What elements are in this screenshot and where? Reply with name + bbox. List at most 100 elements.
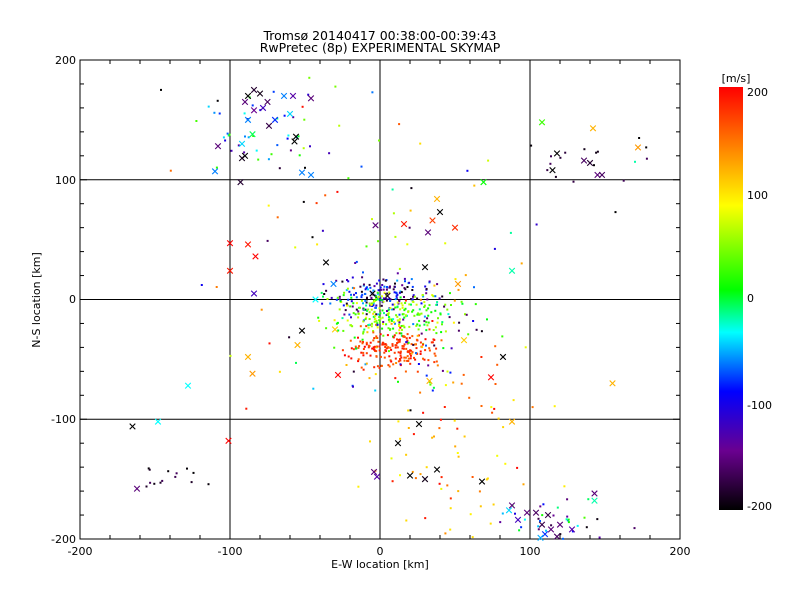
dot-marker	[267, 204, 270, 207]
dot-marker	[530, 144, 533, 147]
dot-marker	[494, 383, 497, 385]
dot-marker	[390, 318, 393, 321]
dot-marker	[412, 343, 415, 346]
dot-marker	[302, 200, 305, 203]
dot-marker	[383, 351, 386, 354]
dot-marker	[571, 530, 574, 533]
dot-marker	[362, 332, 365, 335]
dot-marker	[403, 309, 406, 312]
x-marker	[499, 353, 507, 361]
dot-marker	[192, 471, 195, 474]
dot-marker	[381, 341, 384, 344]
dot-marker	[638, 137, 641, 139]
dot-marker	[377, 313, 380, 316]
dot-marker	[404, 280, 406, 283]
dot-marker	[346, 304, 349, 307]
dot-marker	[397, 338, 400, 341]
dot-marker	[399, 296, 402, 299]
dot-marker	[408, 336, 411, 339]
dot-marker	[422, 411, 425, 414]
dot-marker	[353, 287, 356, 290]
dot-marker	[593, 164, 595, 167]
dot-marker	[365, 341, 368, 344]
x-marker	[480, 178, 487, 186]
dot-marker	[255, 149, 258, 152]
dot-marker	[434, 354, 437, 357]
x-marker	[369, 290, 376, 297]
dot-marker	[368, 283, 371, 286]
dot-marker	[360, 366, 363, 369]
dot-marker	[552, 514, 555, 517]
dot-marker	[392, 318, 395, 321]
dot-marker	[388, 316, 390, 318]
dot-marker	[398, 291, 401, 294]
dot-marker	[367, 308, 370, 311]
x-marker	[312, 296, 319, 303]
dot-marker	[365, 343, 368, 346]
dot-marker	[410, 278, 413, 281]
dot-marker	[375, 323, 377, 326]
dot-marker	[418, 324, 421, 327]
dot-marker	[406, 286, 409, 288]
dot-marker	[388, 291, 391, 294]
dot-marker	[389, 359, 392, 362]
dot-marker	[400, 356, 403, 359]
dot-marker	[374, 314, 377, 317]
dot-marker	[441, 295, 444, 298]
dot-marker	[388, 320, 391, 323]
dot-marker	[384, 279, 387, 282]
dot-marker	[376, 323, 379, 326]
x-marker	[514, 516, 522, 524]
x-marker	[307, 95, 315, 102]
dot-marker	[169, 169, 172, 172]
dot-marker	[415, 347, 418, 350]
dot-marker	[634, 160, 636, 163]
x-marker	[294, 341, 301, 349]
dot-marker	[396, 338, 398, 341]
dot-marker	[622, 179, 625, 182]
colorbar-tick-label: 100	[747, 189, 768, 202]
x-marker	[421, 475, 429, 483]
dot-marker	[372, 300, 375, 303]
dot-marker	[287, 134, 290, 137]
chart-subtitle: RwPretec (8p) EXPERIMENTAL SKYMAP	[260, 40, 501, 55]
dot-marker	[395, 362, 398, 364]
dot-marker	[399, 290, 402, 293]
dot-marker	[541, 514, 544, 517]
dot-marker	[403, 287, 406, 290]
x-marker	[154, 418, 162, 425]
dot-marker	[309, 145, 311, 148]
dot-marker	[335, 322, 338, 325]
dot-marker	[379, 333, 382, 336]
dot-marker	[207, 105, 210, 108]
dot-marker	[372, 331, 375, 334]
dot-marker	[400, 332, 403, 335]
x-marker	[259, 104, 267, 112]
dot-marker	[316, 243, 319, 246]
dot-marker	[222, 136, 225, 139]
dot-marker	[428, 381, 431, 384]
dot-marker	[441, 323, 443, 326]
dot-marker	[401, 328, 403, 331]
dot-marker	[420, 312, 423, 315]
dot-marker	[414, 358, 417, 361]
x-marker	[586, 159, 594, 167]
dot-marker	[207, 483, 210, 486]
dot-marker	[596, 150, 599, 153]
x-marker	[289, 92, 297, 100]
dot-marker	[245, 407, 248, 410]
x-marker	[256, 90, 264, 97]
dot-marker	[401, 284, 404, 287]
dot-marker	[342, 294, 345, 297]
dot-marker	[415, 324, 418, 327]
dot-marker	[426, 317, 429, 320]
dot-marker	[614, 211, 617, 214]
dot-marker	[393, 291, 396, 294]
dot-marker	[359, 306, 361, 309]
dot-marker	[494, 345, 497, 348]
x-marker	[487, 374, 495, 381]
grid-lines	[80, 60, 680, 539]
dot-marker	[524, 346, 527, 349]
dot-marker	[443, 406, 446, 408]
dot-marker	[420, 332, 423, 335]
